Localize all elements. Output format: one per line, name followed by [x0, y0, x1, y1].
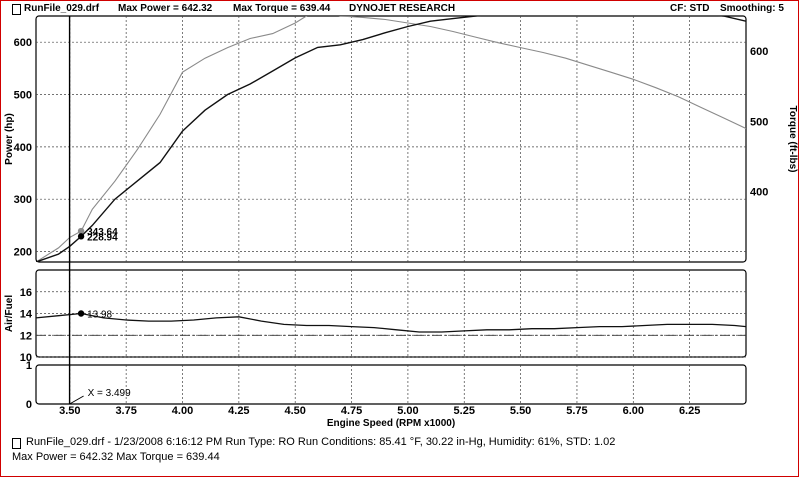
y-axis-label-airfuel: Air/Fuel — [4, 295, 15, 332]
airfuel-series-line — [36, 312, 746, 333]
footer-run-info: RunFile_029.drf - 1/23/2008 6:16:12 PM R… — [26, 436, 616, 448]
y2-tick-label-torque: 600 — [750, 46, 768, 58]
panel-frame-2 — [35, 269, 747, 358]
y2-tick-label-torque: 400 — [750, 187, 768, 199]
panel-frame-3 — [35, 364, 747, 405]
y-tick-label-power: 400 — [14, 142, 32, 154]
header-smoothing: Smoothing: 5 — [720, 3, 784, 14]
x-axis-label: Engine Speed (RPM x1000) — [327, 418, 455, 429]
header-max-torque: Max Torque = 639.44 — [233, 3, 331, 14]
footer-max-values: Max Power = 642.32 Max Torque = 639.44 — [12, 451, 220, 463]
power-cursor-marker — [77, 233, 85, 240]
y-tick-label-power: 500 — [14, 90, 32, 102]
x-tick-label: 3.50 — [59, 405, 80, 417]
y2-tick-label-torque: 500 — [750, 116, 768, 128]
document-icon — [12, 4, 21, 15]
header-company: DYNOJET RESEARCH — [349, 3, 456, 14]
torque-cursor-marker — [77, 227, 85, 235]
panel-frame-1 — [35, 15, 747, 263]
x-tick-label: 3.75 — [115, 405, 136, 417]
footer-document-icon — [12, 438, 21, 449]
x-tick-label: 6.00 — [623, 405, 644, 417]
header-max-power: Max Power = 642.32 — [118, 3, 213, 14]
x-tick-label: 4.25 — [228, 405, 249, 417]
x-tick-label: 5.25 — [454, 405, 475, 417]
torque-cursor-value: 343.64 — [87, 227, 118, 238]
y-tick-label-airfuel: 10 — [20, 352, 32, 364]
y-tick-label-power: 200 — [14, 247, 32, 259]
y-tick-label-airfuel: 12 — [20, 330, 32, 342]
y-tick-label-airfuel: 14 — [20, 309, 33, 321]
x-tick-label: 5.50 — [510, 405, 531, 417]
airfuel-cursor-marker — [77, 310, 85, 317]
power-cursor-value: 228.94 — [87, 232, 118, 243]
x-tick-label: 4.75 — [341, 405, 362, 417]
x-tick-label: 4.50 — [284, 405, 305, 417]
y-tick-label-bottom: 0 — [26, 399, 32, 411]
cursor-x-label: X = 3.499 — [88, 388, 132, 399]
y-tick-label-power: 300 — [14, 194, 32, 206]
x-tick-label: 5.00 — [397, 405, 418, 417]
x-tick-label: 6.25 — [679, 405, 700, 417]
x-tick-label: 4.00 — [172, 405, 193, 417]
y-axis-label-power: Power (hp) — [4, 113, 15, 165]
airfuel-cursor-value: 13.98 — [87, 310, 112, 321]
header-cf: CF: STD — [670, 3, 710, 14]
y-axis-label-torque: Torque (ft-lbs) — [787, 105, 798, 172]
cursor-leader — [69, 395, 84, 405]
y-tick-label-power: 600 — [14, 37, 32, 49]
x-tick-label: 5.75 — [566, 405, 587, 417]
y-tick-label-airfuel: 16 — [20, 287, 32, 299]
power-series-line — [36, 16, 746, 262]
torque-series-line — [36, 16, 746, 262]
header-file: RunFile_029.drf — [24, 3, 100, 14]
y-tick-label-bottom: 1 — [26, 360, 32, 372]
